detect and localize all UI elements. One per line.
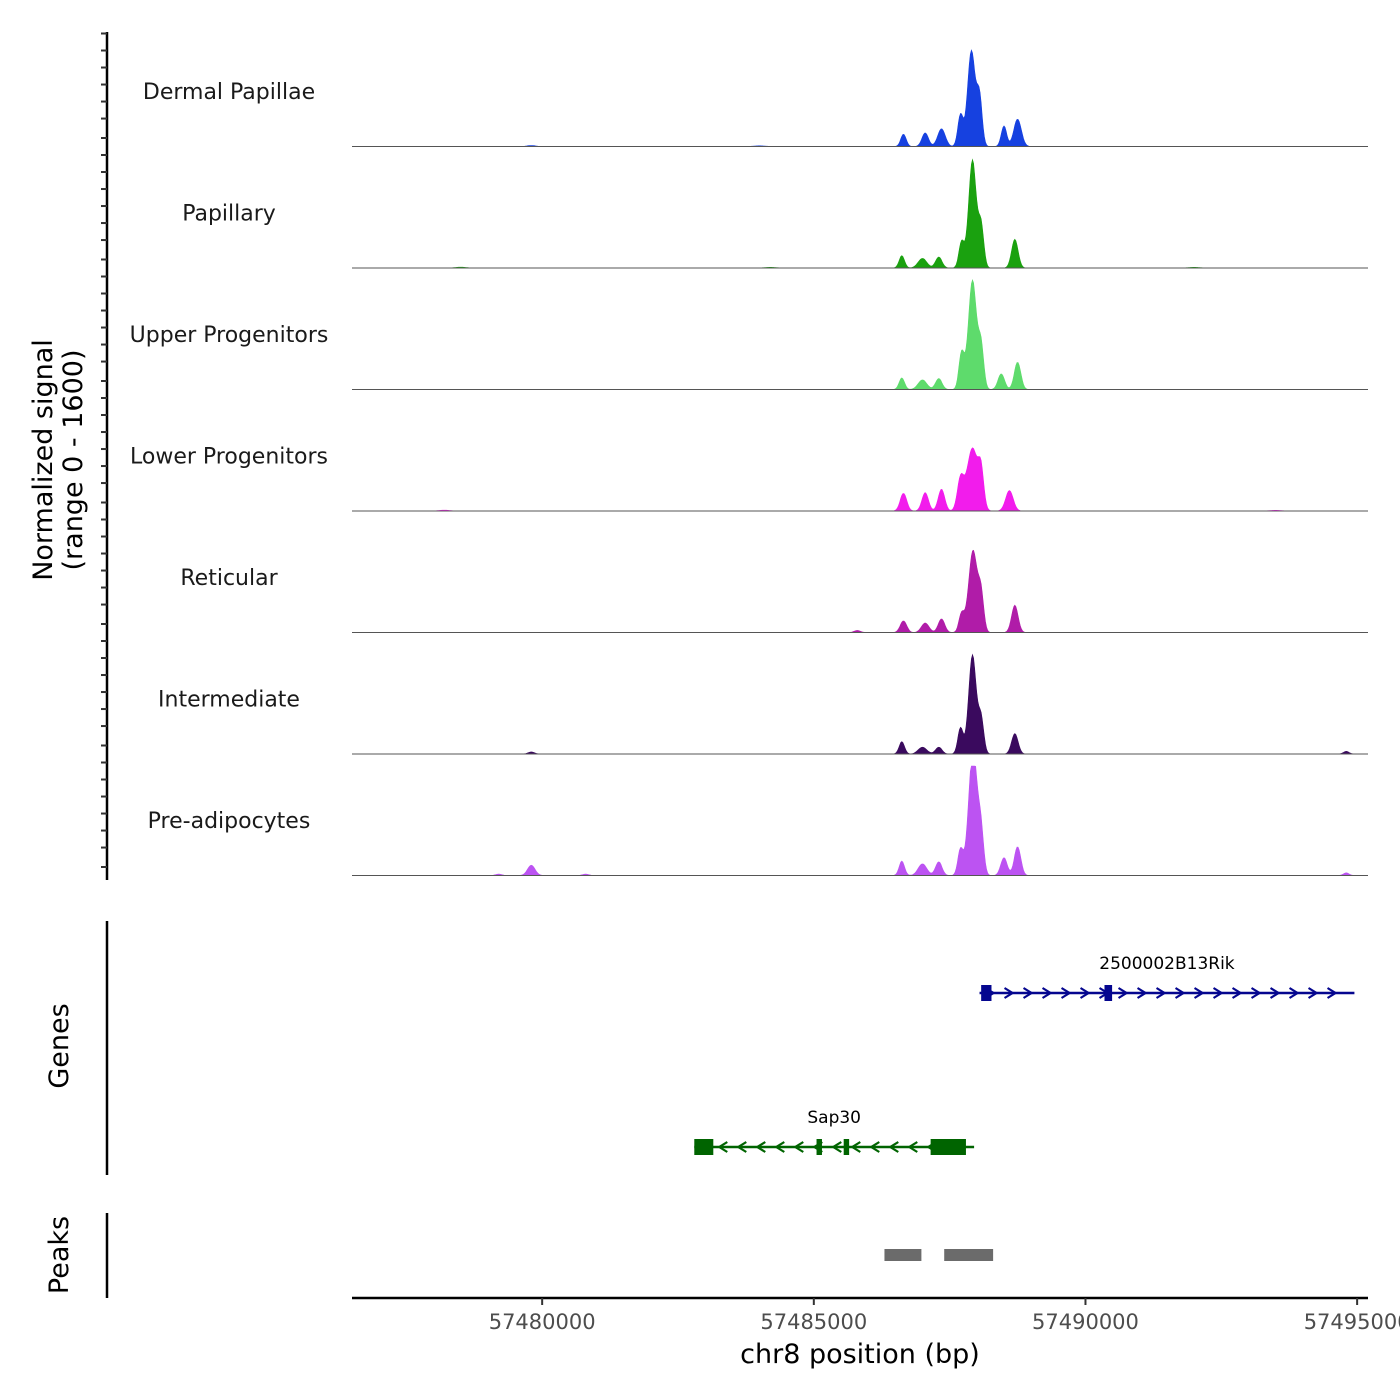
signal-y-axis <box>101 32 109 880</box>
strand-arrow <box>736 1141 747 1153</box>
coverage-tracks: Dermal Papillae Papillary Upper Progenitor… <box>130 49 1368 876</box>
gene-annotations: 2500002B13Rik Sap30 <box>694 954 1355 1155</box>
track-label: Reticular <box>180 566 278 591</box>
peak-regions <box>884 1249 994 1261</box>
strand-arrow <box>1326 987 1338 999</box>
track-reticular: Reticular <box>180 549 1368 633</box>
coverage-area <box>352 49 1368 147</box>
coverage-area <box>352 447 1368 512</box>
strand-arrow <box>1022 987 1034 999</box>
x-axis-title: chr8 position (bp) <box>740 1339 980 1370</box>
strand-arrow <box>1041 987 1053 999</box>
peak-region <box>944 1249 994 1261</box>
peaks-track-title: Peaks <box>44 1216 75 1294</box>
x-axis: 57480000 57485000 57490000 57495000 <box>352 1296 1400 1334</box>
track-lower-progenitors: Lower Progenitors <box>130 445 1368 512</box>
strand-arrow <box>1193 987 1205 999</box>
x-tick-label: 57490000 <box>1032 1310 1139 1334</box>
gene-label: Sap30 <box>807 1108 861 1128</box>
coverage-area <box>352 279 1368 390</box>
x-tick-label: 57485000 <box>760 1310 867 1334</box>
track-label: Papillary <box>182 202 276 227</box>
gene-sap30: Sap30 <box>694 1108 975 1155</box>
strand-arrow <box>869 1141 880 1153</box>
x-tick-label: 57495000 <box>1304 1310 1400 1334</box>
track-pre-adipocytes: Pre-adipocytes <box>148 765 1368 876</box>
strand-arrow <box>1060 987 1072 999</box>
strand-arrow <box>717 1141 728 1153</box>
track-intermediate: Intermediate <box>158 653 1368 755</box>
strand-arrow <box>831 1141 842 1153</box>
track-dermal-papillae: Dermal Papillae <box>143 49 1368 147</box>
strand-arrow <box>1288 987 1300 999</box>
strand-arrow <box>1155 987 1167 999</box>
strand-arrow <box>1212 987 1224 999</box>
strand-arrow <box>888 1141 899 1153</box>
strand-arrow <box>1117 987 1129 999</box>
gene-2500002b13rik: 2500002B13Rik <box>979 954 1355 1001</box>
track-papillary: Papillary <box>182 158 1368 269</box>
strand-arrow <box>1003 987 1015 999</box>
exon <box>1104 985 1113 1001</box>
strand-arrow <box>1174 987 1186 999</box>
strand-arrow <box>774 1141 785 1153</box>
y-axis-title-line1: Normalized signal <box>28 339 59 581</box>
gene-label: 2500002B13Rik <box>1099 954 1235 974</box>
track-label: Upper Progenitors <box>130 323 329 348</box>
coverage-area <box>352 765 1368 876</box>
peak-region <box>884 1249 922 1261</box>
track-label: Intermediate <box>158 688 300 713</box>
coverage-area <box>352 653 1368 755</box>
track-label: Pre-adipocytes <box>148 809 311 834</box>
strand-arrow <box>1231 987 1243 999</box>
y-axis-title-line2: (range 0 - 1600) <box>58 350 89 571</box>
strand-arrow <box>755 1141 766 1153</box>
coverage-area <box>352 549 1368 633</box>
strand-arrow <box>1250 987 1262 999</box>
strand-arrow <box>1136 987 1148 999</box>
exon <box>930 1139 966 1155</box>
strand-arrow <box>850 1141 861 1153</box>
strand-arrow <box>907 1141 918 1153</box>
strand-arrow <box>1079 987 1091 999</box>
coverage-area <box>352 158 1368 269</box>
track-label: Dermal Papillae <box>143 80 315 105</box>
exon <box>843 1139 850 1155</box>
exon <box>694 1139 714 1155</box>
track-label: Lower Progenitors <box>130 445 328 470</box>
x-tick-label: 57480000 <box>489 1310 596 1334</box>
exon <box>816 1139 822 1155</box>
exon <box>981 985 992 1001</box>
strand-arrow <box>793 1141 804 1153</box>
track-upper-progenitors: Upper Progenitors <box>130 279 1368 390</box>
strand-arrow <box>1307 987 1319 999</box>
genes-track-title: Genes <box>44 1003 75 1088</box>
strand-arrow <box>1269 987 1281 999</box>
